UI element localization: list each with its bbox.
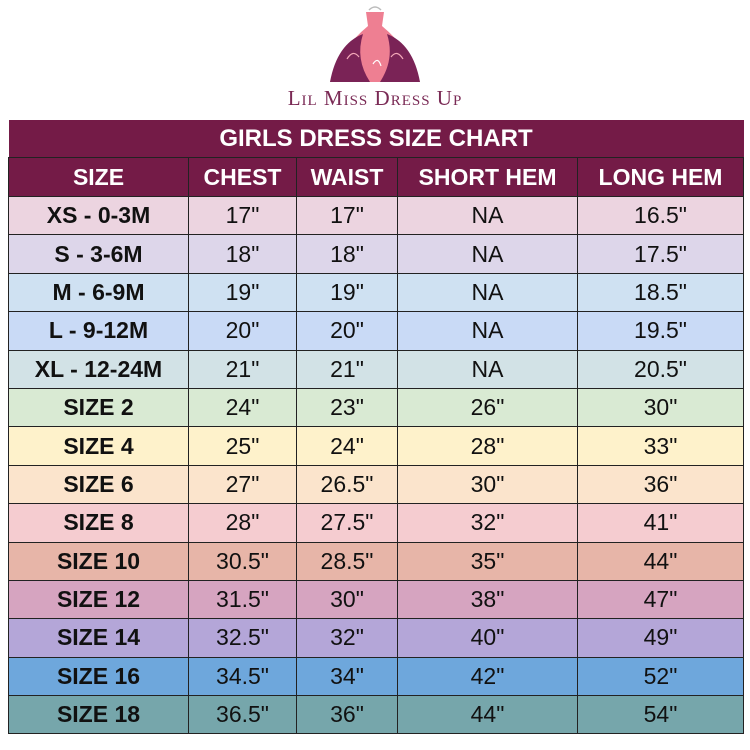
measurement-cell: 28": [188, 503, 297, 543]
measurement-cell: 31.5": [188, 579, 297, 620]
measurement-cell: 24": [188, 387, 297, 428]
measurement-cell: 38": [397, 579, 578, 620]
size-cell: L - 9-12M: [8, 311, 189, 351]
measurement-cell: NA: [397, 195, 578, 236]
measurement-cell: 32": [296, 618, 398, 658]
table-row: SIZE 10 30.5" 28.5" 35" 44": [8, 541, 744, 581]
measurement-cell: 36": [296, 695, 398, 735]
size-cell: SIZE 6: [8, 464, 189, 505]
measurement-cell: 23": [296, 387, 398, 428]
measurement-cell: 19.5": [577, 311, 744, 351]
column-header-waist: WAIST: [296, 157, 398, 197]
table-row: SIZE 18 36.5" 36" 44" 54": [8, 695, 744, 735]
table-row: SIZE 2 24" 23" 26" 30": [8, 387, 744, 428]
measurement-cell: NA: [397, 349, 578, 389]
table-row: L - 9-12M 20" 20" NA 19.5": [8, 311, 744, 351]
table-row: SIZE 12 31.5" 30" 38" 47": [8, 579, 744, 620]
measurement-cell: NA: [397, 234, 578, 274]
measurement-cell: 25": [188, 426, 297, 466]
measurement-cell: 24": [296, 426, 398, 466]
measurement-cell: 17.5": [577, 234, 744, 274]
table-row: XS - 0-3M 17" 17" NA 16.5": [8, 195, 744, 236]
measurement-cell: 35": [397, 541, 578, 581]
measurement-cell: 21": [296, 349, 398, 389]
size-cell: SIZE 8: [8, 503, 189, 543]
measurement-cell: 28.5": [296, 541, 398, 581]
size-cell: XL - 12-24M: [8, 349, 189, 389]
measurement-cell: 30.5": [188, 541, 297, 581]
measurement-cell: 27.5": [296, 503, 398, 543]
dress-logo-icon: [330, 6, 420, 82]
measurement-cell: 41": [577, 503, 744, 543]
measurement-cell: 30": [397, 464, 578, 505]
measurement-cell: 32.5": [188, 618, 297, 658]
measurement-cell: 34": [296, 656, 398, 697]
measurement-cell: 54": [577, 695, 744, 735]
measurement-cell: 26.5": [296, 464, 398, 505]
measurement-cell: 32": [397, 503, 578, 543]
table-row: S - 3-6M 18" 18" NA 17.5": [8, 234, 744, 274]
measurement-cell: 36.5": [188, 695, 297, 735]
table-row: SIZE 4 25" 24" 28" 33": [8, 426, 744, 466]
measurement-cell: NA: [397, 272, 578, 313]
size-cell: SIZE 12: [8, 579, 189, 620]
measurement-cell: 33": [577, 426, 744, 466]
size-cell: SIZE 2: [8, 387, 189, 428]
table-row: XL - 12-24M 21" 21" NA 20.5": [8, 349, 744, 389]
measurement-cell: 20": [296, 311, 398, 351]
table-row: SIZE 14 32.5" 32" 40" 49": [8, 618, 744, 658]
table-row: SIZE 8 28" 27.5" 32" 41": [8, 503, 744, 543]
size-cell: SIZE 10: [8, 541, 189, 581]
size-cell: SIZE 16: [8, 656, 189, 697]
measurement-cell: 49": [577, 618, 744, 658]
size-cell: SIZE 18: [8, 695, 189, 735]
table-row: M - 6-9M 19" 19" NA 18.5": [8, 272, 744, 313]
measurement-cell: 20": [188, 311, 297, 351]
size-cell: SIZE 4: [8, 426, 189, 466]
measurement-cell: 42": [397, 656, 578, 697]
measurement-cell: 28": [397, 426, 578, 466]
chart-title: GIRLS DRESS SIZE CHART: [8, 120, 744, 158]
measurement-cell: 26": [397, 387, 578, 428]
brand-name: Lil Miss Dress Up: [287, 86, 463, 110]
measurement-cell: 44": [397, 695, 578, 735]
measurement-cell: 30": [296, 579, 398, 620]
measurement-cell: NA: [397, 311, 578, 351]
measurement-cell: 52": [577, 656, 744, 697]
size-cell: XS - 0-3M: [8, 195, 189, 236]
measurement-cell: 20.5": [577, 349, 744, 389]
size-cell: SIZE 14: [8, 618, 189, 658]
measurement-cell: 21": [188, 349, 297, 389]
measurement-cell: 40": [397, 618, 578, 658]
measurement-cell: 47": [577, 579, 744, 620]
column-header-size: SIZE: [8, 157, 189, 197]
table-row: SIZE 16 34.5" 34" 42" 52": [8, 656, 744, 697]
measurement-cell: 19": [188, 272, 297, 313]
measurement-cell: 44": [577, 541, 744, 581]
measurement-cell: 18.5": [577, 272, 744, 313]
measurement-cell: 18": [296, 234, 398, 274]
column-header-short-hem: SHORT HEM: [397, 157, 578, 197]
measurement-cell: 34.5": [188, 656, 297, 697]
measurement-cell: 36": [577, 464, 744, 505]
size-cell: M - 6-9M: [8, 272, 189, 313]
measurement-cell: 19": [296, 272, 398, 313]
size-chart-table: GIRLS DRESS SIZE CHART SIZE CHEST WAIST SHO…: [8, 120, 744, 735]
column-header-long-hem: LONG HEM: [577, 157, 744, 197]
measurement-cell: 27": [188, 464, 297, 505]
measurement-cell: 16.5": [577, 195, 744, 236]
measurement-cell: 17": [188, 195, 297, 236]
column-header-chest: CHEST: [188, 157, 297, 197]
measurement-cell: 30": [577, 387, 744, 428]
measurement-cell: 17": [296, 195, 398, 236]
measurement-cell: 18": [188, 234, 297, 274]
size-cell: S - 3-6M: [8, 234, 189, 274]
table-row: SIZE 6 27" 26.5" 30" 36": [8, 464, 744, 505]
